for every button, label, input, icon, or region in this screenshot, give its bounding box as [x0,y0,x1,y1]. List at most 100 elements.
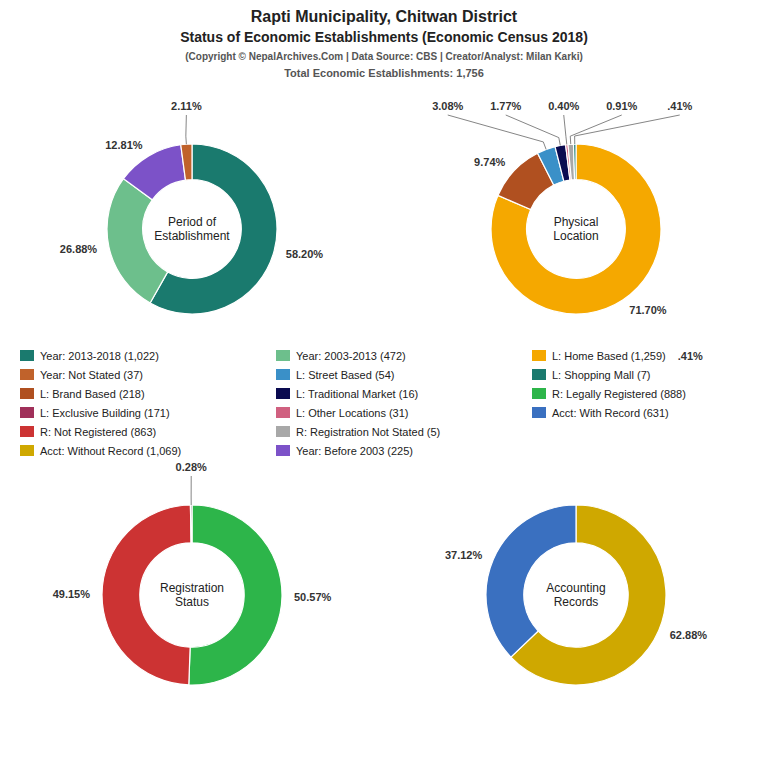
data-label: 0.40% [548,100,579,112]
legend-swatch [532,388,546,399]
center-label-line: Establishment [154,229,230,243]
legend-label: R: Registration Not Stated (5) [296,426,440,438]
legend-label: R: Not Registered (863) [40,426,156,438]
legend-swatch [532,350,546,361]
legend-swatch [276,350,290,361]
slices [107,144,277,314]
leader-line [185,115,187,144]
slices [102,505,282,685]
subtitle: (Copyright © NepalArchives.Com | Data So… [185,51,583,62]
center-label-line: Location [553,229,598,243]
legend-label: L: Shopping Mall (7) [552,369,650,381]
legend-label: L: Street Based (54) [296,369,394,381]
slice [190,505,192,543]
data-labels: 58.20%26.88%12.81%2.11% [60,100,323,260]
legend-label: R: Legally Registered (888) [552,388,686,400]
data-labels: 71.70% 9.74% 3.08% 1.77% 0.40% 0.91% .41% [432,100,692,316]
legend-entry: L: Shopping Mall (7) [532,369,650,381]
legend-swatch [532,369,546,380]
pie-chart: AccountingRecords 62.88% 37.12% [445,505,707,685]
center-label-line: Records [554,595,599,609]
leader-line [191,476,192,505]
slices [491,144,661,314]
legend-swatch [276,407,290,418]
legend-entry: R: Registration Not Stated (5) [276,426,440,438]
title: Rapti Municipality, Chitwan District [251,8,518,25]
data-label: 71.70% [629,304,667,316]
annotation: .41% [678,350,703,362]
legend-label: L: Traditional Market (16) [296,388,418,400]
center-label: AccountingRecords [546,581,605,609]
legend-label: L: Exclusive Building (171) [40,407,170,419]
data-label: 58.20% [286,248,324,260]
center-label-line: Status [175,595,209,609]
data-labels: 62.88% 37.12% [445,549,707,641]
legend-swatch [276,369,290,380]
slice [123,145,185,200]
legend-label: Year: Before 2003 (225) [296,445,413,457]
subtitle: Total Economic Establishments: 1,756 [284,67,484,79]
legend-entry: R: Legally Registered (888) [532,388,686,400]
legend-entry: Acct: With Record (631) [532,407,669,419]
legend-swatch [276,388,290,399]
legend: Year: 2013-2018 (1,022) Year: Not Stated … [20,350,686,457]
data-labels: 50.57% 49.15% 0.28% [53,461,332,603]
data-label: 49.15% [53,588,91,600]
legend-entry: L: Exclusive Building (171) [20,407,170,419]
pie-chart: PhysicalLocation 71.70% 9.74% 3.08% 1.77% 0.4… [432,100,692,316]
legend-label: Year: Not Stated (37) [40,369,143,381]
center-label-line: Physical [554,215,599,229]
data-label: .41% [667,100,692,112]
legend-label: Year: 2003-2013 (472) [296,350,406,362]
leader-line [570,115,621,144]
leader-line [506,115,561,145]
slices [486,505,666,685]
legend-swatch [276,445,290,456]
center-label-line: Registration [160,581,224,595]
legend-label: Acct: Without Record (1,069) [40,445,181,457]
data-label: 1.77% [490,100,521,112]
data-label: 3.08% [432,100,463,112]
legend-entry: Year: 2003-2013 (472) [276,350,406,362]
center-label-line: Period of [168,215,217,229]
legend-entry: L: Home Based (1,259) [532,350,666,362]
legend-entry: Year: Not Stated (37) [20,369,143,381]
data-label: 37.12% [445,549,483,561]
data-label: 50.57% [294,591,332,603]
data-label: 0.91% [606,100,637,112]
leader-line [448,115,546,149]
legend-swatch [276,426,290,437]
pie-chart: Period ofEstablishment58.20%26.88%12.81%… [60,100,323,314]
legend-entry: Acct: Without Record (1,069) [20,445,181,457]
legend-swatch [20,369,34,380]
center-label-line: Accounting [546,581,605,595]
legend-entry: L: Other Locations (31) [276,407,409,419]
legend-label: Acct: With Record (631) [552,407,669,419]
legend-label: Year: 2013-2018 (1,022) [40,350,159,362]
legend-entry: Year: Before 2003 (225) [276,445,413,457]
title: Status of Economic Establishments (Econo… [180,29,588,45]
slice [181,144,192,180]
legend-entry: L: Traditional Market (16) [276,388,418,400]
legend-entry: L: Street Based (54) [276,369,394,381]
legend-entry: Year: 2013-2018 (1,022) [20,350,159,362]
data-label: 2.11% [171,100,202,112]
legend-swatch [20,350,34,361]
legend-label: L: Home Based (1,259) [552,350,666,362]
leader-line [575,115,680,144]
center-label: PhysicalLocation [553,215,598,243]
leader-line [564,115,567,145]
data-label: 0.28% [176,461,207,473]
legend-swatch [532,407,546,418]
legend-label: L: Brand Based (218) [40,388,145,400]
data-label: 9.74% [474,156,505,168]
legend-swatch [20,407,34,418]
legend-swatch [20,445,34,456]
slice [574,144,576,180]
legend-entry: R: Not Registered (863) [20,426,156,438]
chart: Rapti Municipality, Chitwan District Stat… [0,0,768,768]
data-label: 62.88% [670,629,708,641]
data-label: 12.81% [105,139,143,151]
pie-chart: RegistrationStatus 50.57% 49.15% 0.28% [53,461,332,685]
legend-swatch [20,388,34,399]
